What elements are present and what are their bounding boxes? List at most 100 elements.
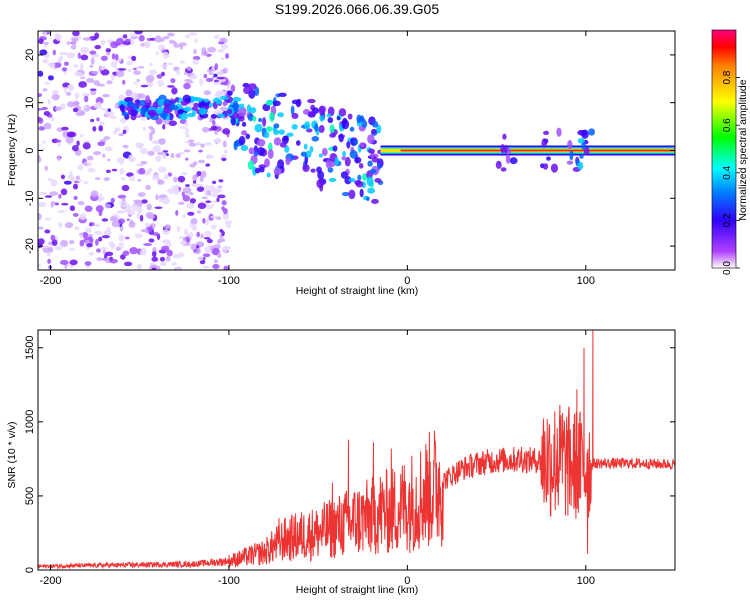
spectrogram-blob [273,137,282,146]
spectrogram-blob [258,117,263,123]
spectrogram-blob [90,57,95,65]
spectrogram-blob [72,31,80,37]
spectrogram-blob [140,228,149,233]
spectrogram-blob [147,150,155,156]
spectrogram-blob [122,144,129,149]
spectrogram-blob [134,31,143,35]
spectrogram-blob [90,118,95,123]
spectrogram-blob [216,76,225,80]
spectrogram-x-label: Height of straight line (km) [296,285,419,297]
spectrogram-blob [209,187,216,192]
spectrogram-blob [167,188,175,194]
spectrogram-blob [151,174,160,181]
spectrogram-blob [308,111,316,117]
spectrogram-blob [291,112,299,120]
spectrogram-blob [155,155,162,163]
spectrogram-blob [138,167,146,175]
spectrogram-blob [202,253,211,258]
spectrogram-blob [79,213,87,221]
spectrogram-blob [369,168,377,174]
spectrogram-blob [121,111,129,117]
spectrogram-blob [52,49,56,56]
spectrogram-blob [92,126,97,132]
spectrogram-blob [178,42,187,47]
colorbar-tick-label: 0.6 [722,118,733,132]
spectrogram-blob [96,257,103,262]
colorbar-ticks: 0.0 0.2 0.4 0.6 0.8 [722,70,740,275]
spectrogram-blob [73,195,78,201]
spectrogram-blob [210,114,217,119]
spectrogram-blob [192,174,198,181]
spectrogram-blob [74,72,83,77]
spectrogram-blob [95,238,99,246]
spectrogram-blob [137,93,146,99]
spectrogram-blob [149,262,155,266]
spectrogram-blob [291,124,298,130]
spectrogram-blob [69,205,76,212]
snr-x-tick-label: -100 [218,575,240,587]
spectrogram-blob [91,70,99,74]
spectrogram-blob [216,197,220,203]
spectrogram-blob [130,92,139,100]
spectrogram-blob [60,174,66,180]
spectrogram-blob [181,191,186,197]
spectrogram-blob [77,179,83,183]
spectrogram-blob [247,160,254,170]
spectrogram-blob [136,205,143,214]
spectrogram-blob [242,82,250,88]
spectrogram-blob [66,91,72,96]
spectrogram-blob [42,59,49,64]
spectrogram-blob [51,93,60,101]
spectrogram-blob [161,153,168,159]
spectrogram-blob [579,154,584,159]
spectrogram-blob [50,117,55,121]
spectrogram-blob [500,167,507,172]
spectrogram-blob [226,109,233,115]
spectrogram-blob [171,184,179,191]
spectrogram-blob [256,139,266,147]
spectrogram-blob [188,142,197,147]
spectrogram-blob [309,145,314,153]
spectrogram-blob [90,222,95,226]
spectrogram-blob [38,156,42,163]
spectrogram-blob [44,81,50,85]
spectrogram-blob [213,259,219,264]
spectrogram-blob [509,157,518,165]
spectrogram-blob [78,81,87,88]
spectrogram-blob [180,240,187,246]
spectrogram-blob [42,245,51,249]
spectrogram-blob [179,44,183,50]
spectrogram-blob [184,79,193,82]
colorbar-tick-label: 0.4 [722,165,733,179]
spectrogram-blob [110,243,116,250]
spectrogram-blob [216,252,222,259]
spectrogram-blob [66,131,76,138]
spectrogram-blob [177,108,184,115]
spectrogram-blob [332,145,338,152]
spectrogram-blob [80,46,90,54]
spectrogram-blob [122,79,126,85]
spectrogram-y-tick-label: -10 [24,190,36,206]
spectrogram-blob [166,62,173,66]
spectrogram-x-tick-label: -200 [39,275,61,287]
spectrogram-blob [204,185,211,190]
spectrogram-blob [203,90,212,96]
spectrogram-blob [95,205,104,213]
spectrogram-blob [310,168,316,173]
spectrogram-blob [205,218,210,226]
spectrogram-blob [210,125,218,131]
spectrogram-blob [359,188,364,198]
spectrogram-blob [123,261,133,267]
spectrogram-blob [114,127,121,133]
spectrogram-blob [167,172,173,177]
spectrogram-y-tick-label: 0 [24,147,36,153]
spectrogram-blob [64,221,74,229]
spectrogram-blob [230,84,236,93]
spectrogram-blob [194,38,199,43]
spectrogram-blob [151,256,158,262]
spectrogram-blob [105,169,111,174]
spectrogram-blob [327,167,334,173]
spectrogram-blob [54,106,62,111]
